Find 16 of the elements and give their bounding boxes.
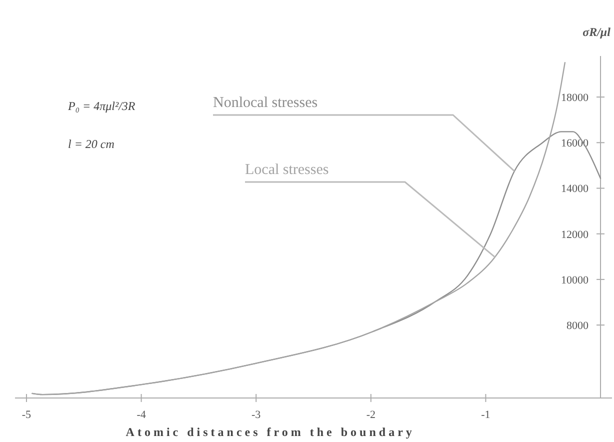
x-axis-title: Atomic distances from the boundary [126, 425, 415, 439]
x-tick-label: -5 [22, 409, 32, 421]
annotation: l = 20 cm [68, 137, 115, 151]
y-tick-label: 12000 [561, 228, 590, 241]
y-tick-label: 18000 [561, 92, 590, 104]
y-axis-title: σR/μl [582, 25, 612, 39]
x-tick-label: -2 [366, 409, 376, 421]
x-tick-label: -1 [481, 409, 490, 421]
x-tick-label: -4 [136, 409, 146, 421]
y-tick-label: 8000 [566, 320, 590, 332]
annotation: P₀ = 4πμl²/3R [67, 99, 136, 113]
y-tick-label: 10000 [561, 274, 590, 286]
y-tick-label: 14000 [561, 183, 590, 196]
text: Nonlocal stresses [213, 95, 318, 111]
text: Local stresses [245, 162, 329, 178]
x-tick-label: -3 [252, 409, 262, 421]
